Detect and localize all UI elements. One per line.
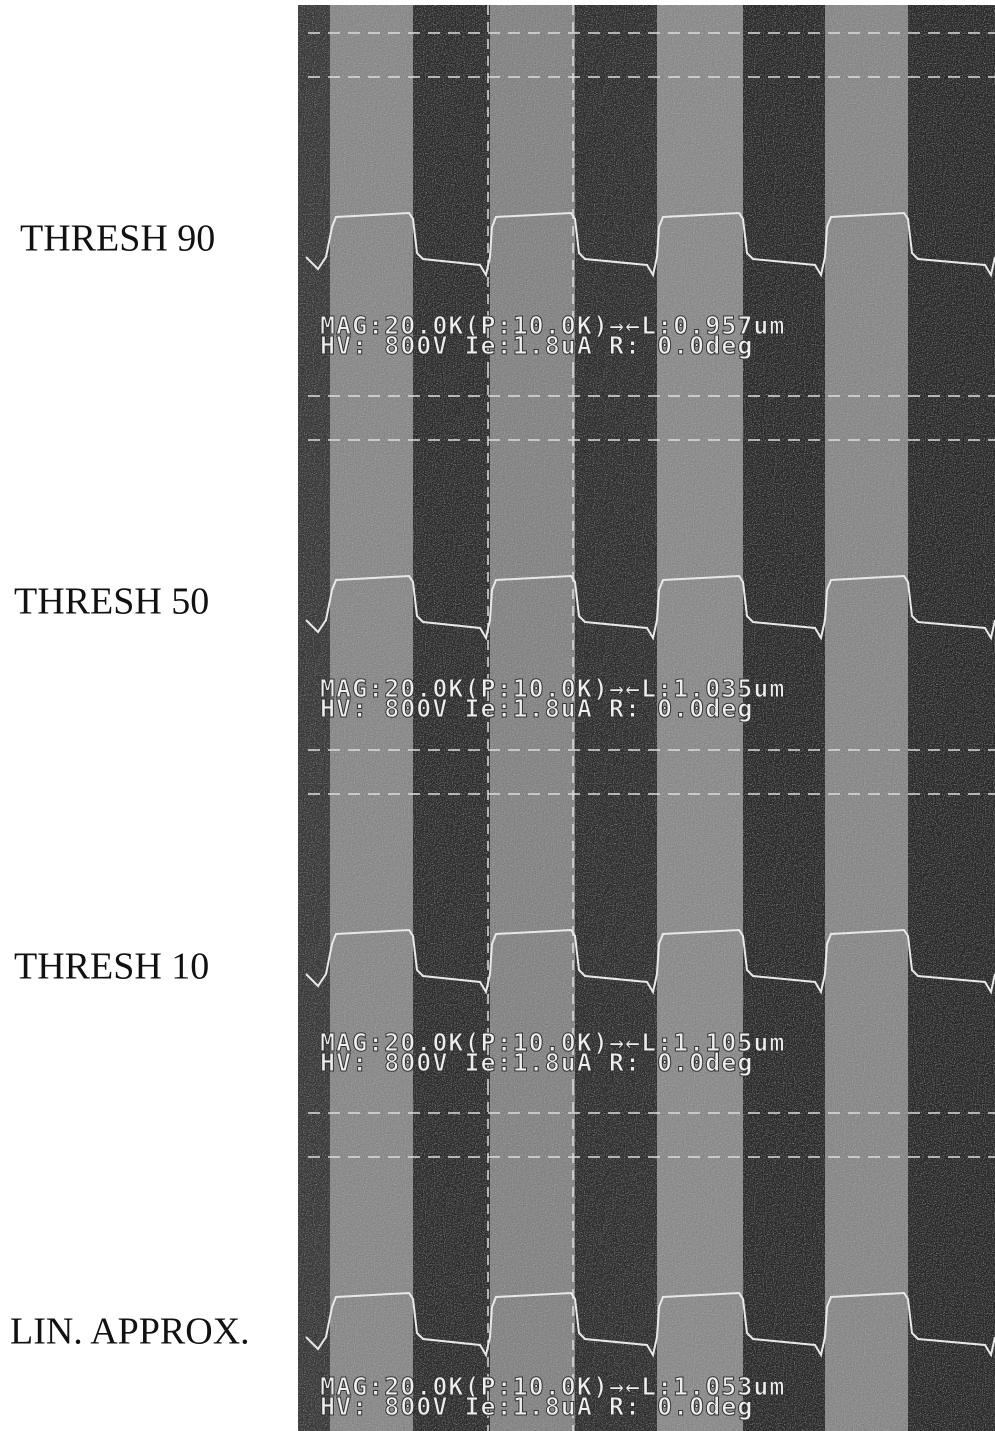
stripe xyxy=(908,368,995,722)
stripe xyxy=(908,722,995,1085)
stripe xyxy=(490,368,575,722)
panel-label: THRESH 10 xyxy=(14,946,209,988)
sem-overlay: HV: 800V Ie:1.8uA R: 0.0deg xyxy=(320,694,753,723)
stripe xyxy=(825,722,908,1085)
panel-label: LIN. APPROX. xyxy=(10,1311,250,1353)
stripe xyxy=(825,5,908,368)
panel-label: THRESH 50 xyxy=(14,581,209,623)
stripe xyxy=(330,368,413,722)
sem-overlay: HV: 800V Ie:1.8uA R: 0.0deg xyxy=(320,331,753,360)
stripe xyxy=(908,1085,995,1431)
stripe xyxy=(298,368,330,722)
panel-label: THRESH 90 xyxy=(20,218,215,260)
figure: MAG:20.0K(P:10.0K)→←L:0.957umHV: 800V Ie… xyxy=(0,0,995,1431)
stripe xyxy=(825,1085,908,1431)
stripe xyxy=(743,368,825,722)
sem-image xyxy=(298,368,995,722)
sem-overlay: HV: 800V Ie:1.8uA R: 0.0deg xyxy=(320,1048,753,1077)
page: {"panels": [ {"label": "THRESH 90", "ove… xyxy=(0,0,995,1431)
stripe xyxy=(575,368,657,722)
stripe xyxy=(657,368,743,722)
sem-overlay: HV: 800V Ie:1.8uA R: 0.0deg xyxy=(320,1392,753,1421)
stripe xyxy=(825,368,908,722)
stripe xyxy=(908,5,995,368)
stripe xyxy=(413,368,490,722)
